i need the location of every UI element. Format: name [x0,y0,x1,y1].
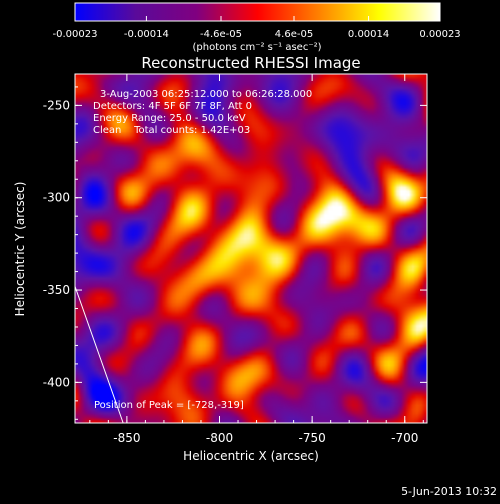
footer-timestamp: 5-Jun-2013 10:32 [401,485,497,498]
x-axis-ticks: -850 -800 -750 -700 [89,74,424,445]
colorbar-tick-label: -4.6e-05 [200,29,242,40]
chart-title: Reconstructed RHESSI Image [141,54,360,72]
y-axis-ticks: -400 -350 -300 -250 [43,86,427,420]
colorbar-tick-label: 0.00023 [419,29,460,40]
annotation-detectors: Detectors: 4F 5F 6F 7F 8F, Att 0 [93,101,252,112]
y-tick-label: -400 [43,375,70,389]
colorbar-tick-label: -0.00023 [53,29,98,40]
y-tick-label: -350 [43,283,70,297]
annotation-clean-counts: Clean Total counts: 1.42E+03 [93,125,250,136]
colorbar-ticks: -0.00023 -0.00014 -4.6e-05 4.6e-05 0.00014 0.… [53,16,461,40]
x-tick-label: -850 [113,431,140,445]
x-tick-label: -750 [299,431,326,445]
limb-line [75,286,124,423]
heatmap-image [75,74,427,423]
x-axis-label: Heliocentric X (arcsec) [183,449,319,463]
colorbar-tick-label: 4.6e-05 [275,29,313,40]
heatmap [75,74,427,423]
y-tick-label: -300 [43,191,70,205]
annotation-energy-range: Energy Range: 25.0 - 50.0 keV [93,113,246,124]
colorbar [74,2,441,22]
plot-frame [74,73,428,424]
colorbar-tick-label: -0.00014 [124,29,169,40]
x-tick-label: -700 [391,431,418,445]
colorbar-unit-label: (photons cm⁻² s⁻¹ asec⁻²) [192,42,321,53]
y-axis-label: Heliocentric Y (arcsec) [13,182,27,317]
annotation-time-range: 3-Aug-2003 06:25:12.000 to 06:26:28.000 [100,89,312,100]
peak-position-label: Position of Peak = [-728,-319] [94,400,244,411]
x-tick-label: -800 [206,431,233,445]
colorbar-tick-label: 0.00014 [348,29,389,40]
y-tick-label: -250 [43,98,70,112]
